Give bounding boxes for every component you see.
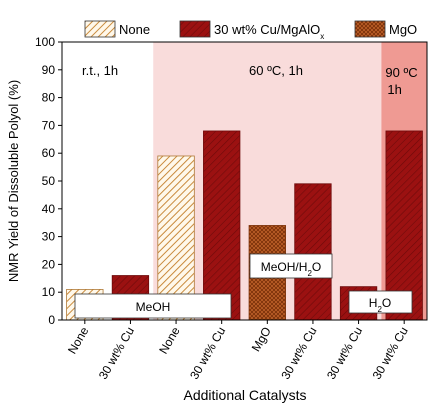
region-label: 90 ºC (385, 65, 417, 80)
y-tick-label: 100 (35, 35, 55, 49)
solvent-label: H2O (369, 296, 391, 314)
y-tick-label: 50 (42, 174, 56, 188)
legend-swatch (84, 20, 116, 38)
solvent-label-box (348, 290, 413, 314)
y-axis-ticks: 0 10 20 30 40 50 60 70 80 90 100 (35, 35, 62, 327)
bar (203, 130, 241, 321)
x-axis-ticks: None 30 wt% Cu None 30 wt% Cu MgO 30 wt% Cu 30… (65, 320, 411, 382)
bar (157, 155, 195, 321)
region-label: r.t., 1h (82, 63, 118, 78)
x-tick-label: 30 wt% Cu (96, 325, 137, 382)
bar (294, 183, 332, 321)
solvent-label: MeOH (136, 300, 171, 314)
y-tick-label: 70 (42, 118, 56, 132)
temperature-region (62, 42, 154, 320)
y-tick-label: 40 (42, 202, 56, 216)
legend-swatch (179, 20, 211, 38)
legend-label: None (119, 22, 150, 37)
region-label: 60 ºC, 1h (249, 63, 303, 78)
x-tick-label: 30 wt% Cu (370, 325, 411, 382)
solvent-labels: MeOH MeOH/H2O H2O (74, 253, 413, 319)
y-tick-label: 0 (48, 313, 55, 327)
legend-swatch (354, 20, 386, 38)
legend-label: MgO (389, 22, 417, 37)
x-tick-label: None (65, 324, 92, 356)
solvent-label-box (249, 253, 333, 279)
bar (385, 130, 423, 321)
y-tick-label: 60 (42, 146, 56, 160)
x-axis-label: Additional Catalysts (184, 387, 307, 403)
legend: None 30 wt% Cu/MgAlOx MgO (84, 20, 417, 41)
y-tick-label: 30 (42, 230, 56, 244)
solvent-label: MeOH/H2O (261, 260, 321, 278)
y-tick-label: 80 (42, 91, 56, 105)
y-tick-label: 10 (42, 285, 56, 299)
legend-label: 30 wt% Cu/MgAlOx (214, 22, 324, 41)
x-tick-label: None (156, 324, 183, 356)
solvent-label-box (74, 293, 232, 319)
y-tick-label: 20 (42, 257, 56, 271)
x-tick-label: 30 wt% Cu (278, 325, 319, 382)
x-tick-label: 30 wt% Cu (187, 325, 228, 382)
y-axis-label: NMR Yield of Dissoluble Polyol (%) (6, 80, 21, 282)
y-tick-label: 90 (42, 63, 56, 77)
x-tick-label: 30 wt% Cu (324, 325, 365, 382)
region-label: 1h (387, 82, 401, 97)
x-tick-label: MgO (249, 325, 274, 355)
